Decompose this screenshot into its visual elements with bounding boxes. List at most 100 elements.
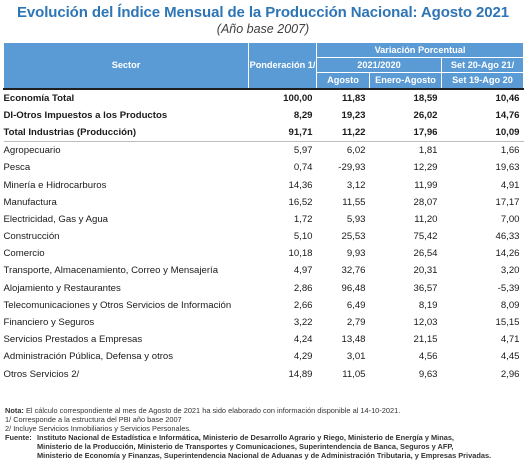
- cell-agosto: 6,49: [346, 299, 366, 311]
- cell-enero-agosto: 17,96: [413, 126, 438, 138]
- cell-enero-agosto: 11,20: [414, 213, 438, 225]
- cell-ponderacion: 91,71: [288, 126, 313, 138]
- cell-ponderacion: 3,22: [293, 317, 313, 329]
- footnote-1: 1/ Corresponde a la estructura del PBI a…: [5, 415, 182, 425]
- cell-agosto: 3,01: [346, 351, 366, 363]
- cell-set-ago: 14,26: [495, 248, 520, 260]
- source-line-2: Ministerio de la Producción, Ministerio …: [37, 442, 454, 452]
- note-main: Nota: El cálculo correspondiente al mes …: [5, 406, 523, 415]
- cell-sector: Otros Servicios 2/: [3, 368, 80, 380]
- cell-set-ago: 7,00: [500, 213, 520, 225]
- report-title: Evolución del Índice Mensual de la Produ…: [16, 4, 510, 21]
- cell-ponderacion: 4,29: [293, 351, 313, 363]
- cell-set-ago: 4,71: [500, 334, 520, 346]
- table-row: DI-Otros Impuestos a los Productos 8,29 19…: [4, 107, 524, 124]
- footnote-2: 2/ Incluye Servicios Inmobiliarios y Ser…: [5, 424, 192, 434]
- table-row: Construcción 5,10 25,53 75,42 46,33: [4, 228, 524, 245]
- cell-set-ago: 17,17: [495, 196, 520, 208]
- cell-agosto: 32,76: [341, 265, 366, 277]
- cell-sector: Economía Total: [3, 87, 249, 107]
- cell-ponderacion: 5,10: [293, 231, 313, 243]
- cell-ponderacion: 100,00: [248, 87, 317, 107]
- cell-agosto: 6,02: [316, 141, 370, 160]
- header-period-2021-2020: 2021/2020: [316, 57, 442, 73]
- cell-set-ago: 3,20: [500, 265, 520, 277]
- table-body: Economía Total 100,00 11,83 18,59 10,46 DI-Ot…: [3, 87, 524, 383]
- header-set-a: Set 20-Ago 21/: [440, 57, 525, 73]
- table-row: Financiero y Seguros 3,22 2,79 12,03 15,15: [4, 314, 524, 331]
- cell-agosto: 11,22: [342, 126, 366, 138]
- cell-sector: Construcción: [3, 231, 60, 243]
- cell-ponderacion: 10,18: [288, 248, 313, 260]
- cell-enero-agosto: 8,19: [418, 299, 438, 311]
- cell-enero-agosto: 11,99: [414, 179, 438, 191]
- table-row: Comercio 10,18 9,93 26,54 14,26: [4, 245, 524, 262]
- cell-enero-agosto: 36,57: [413, 282, 438, 294]
- cell-agosto: 11,83: [316, 87, 370, 107]
- cell-sector: Electricidad, Gas y Agua: [3, 213, 109, 225]
- cell-sector: Servicios Prestados a Empresas: [3, 334, 143, 346]
- cell-agosto: 19,23: [341, 109, 366, 121]
- table-row: Alojamiento y Restaurantes 2,86 96,48 36,57…: [4, 280, 524, 297]
- cell-sector: Minería e Hidrocarburos: [3, 179, 107, 191]
- cell-agosto: 3,12: [346, 179, 366, 191]
- cell-enero-agosto: 75,42: [413, 231, 438, 243]
- cell-set-ago: 1,66: [441, 141, 524, 160]
- cell-ponderacion: 14,89: [288, 368, 313, 380]
- cell-sector: Financiero y Seguros: [3, 317, 95, 329]
- cell-ponderacion: 2,66: [293, 299, 313, 311]
- cell-agosto: 13,48: [341, 334, 366, 346]
- cell-enero-agosto: 28,07: [413, 196, 438, 208]
- cell-set-ago: 4,91: [500, 179, 520, 191]
- header-ponderacion: Ponderación 1/: [248, 42, 317, 89]
- cell-set-ago: 4,45: [500, 351, 520, 363]
- cell-sector: Pesca: [3, 162, 31, 174]
- production-index-table: Sector Ponderación 1/ Variación Porcentu…: [3, 42, 525, 383]
- table-row: Electricidad, Gas y Agua 1,72 5,93 11,20 7,0…: [4, 211, 524, 228]
- cell-ponderacion: 4,24: [293, 334, 313, 346]
- cell-enero-agosto: 4,56: [418, 351, 438, 363]
- cell-set-ago: 8,09: [500, 299, 520, 311]
- cell-sector: Telecomunicaciones y Otros Servicios de …: [3, 299, 232, 311]
- header-enero-agosto: Enero-Agosto: [369, 72, 442, 89]
- notes-block: Nota: El cálculo correspondiente al mes …: [5, 406, 523, 461]
- cell-ponderacion: 8,29: [293, 109, 313, 121]
- cell-sector: Transporte, Almacenamiento, Correo y Men…: [3, 265, 219, 277]
- cell-ponderacion: 14,36: [288, 179, 313, 191]
- table-row: Total Industrias (Producción) 91,71 11,22 1…: [4, 124, 524, 142]
- cell-enero-agosto: 1,81: [369, 141, 442, 160]
- table-row: Pesca 0,74 -29,93 12,29 19,63: [4, 159, 524, 176]
- cell-agosto: 9,93: [346, 248, 366, 260]
- cell-set-ago: 10,46: [441, 87, 524, 107]
- cell-agosto: -29,93: [338, 162, 366, 174]
- cell-enero-agosto: 21,15: [413, 334, 438, 346]
- note-label: Nota:: [5, 406, 24, 415]
- cell-sector: Manufactura: [3, 196, 57, 208]
- cell-agosto: 11,05: [342, 368, 366, 380]
- cell-agosto: 5,93: [346, 213, 366, 225]
- cell-agosto: 11,55: [342, 196, 366, 208]
- cell-agosto: 25,53: [341, 231, 366, 243]
- cell-sector: Alojamiento y Restaurantes: [3, 282, 121, 294]
- cell-enero-agosto: 12,29: [413, 162, 438, 174]
- cell-sector: Total Industrias (Producción): [3, 126, 137, 138]
- cell-ponderacion: 1,72: [293, 213, 313, 225]
- cell-ponderacion: 4,97: [293, 265, 313, 277]
- cell-ponderacion: 5,97: [248, 141, 317, 160]
- cell-ponderacion: 16,52: [288, 196, 313, 208]
- cell-set-ago: 14,76: [495, 109, 520, 121]
- cell-enero-agosto: 18,59: [369, 87, 442, 107]
- header-variacion: Variación Porcentual: [315, 42, 525, 58]
- table-row: Telecomunicaciones y Otros Servicios de …: [4, 297, 524, 314]
- cell-sector: Comercio: [3, 248, 45, 260]
- cell-set-ago: 15,15: [495, 317, 520, 329]
- header-set-b: Set 19-Ago 20: [440, 72, 525, 89]
- report-subtitle: (Año base 2007): [216, 22, 310, 36]
- table-row: Minería e Hidrocarburos 14,36 3,12 11,99 4,9…: [4, 176, 524, 193]
- table-row: Manufactura 16,52 11,55 28,07 17,17: [4, 194, 524, 211]
- cell-enero-agosto: 26,54: [413, 248, 438, 260]
- header-sector: Sector: [3, 42, 249, 89]
- cell-enero-agosto: 9,63: [418, 368, 438, 380]
- cell-agosto: 96,48: [341, 282, 366, 294]
- cell-set-ago: 10,09: [495, 126, 520, 138]
